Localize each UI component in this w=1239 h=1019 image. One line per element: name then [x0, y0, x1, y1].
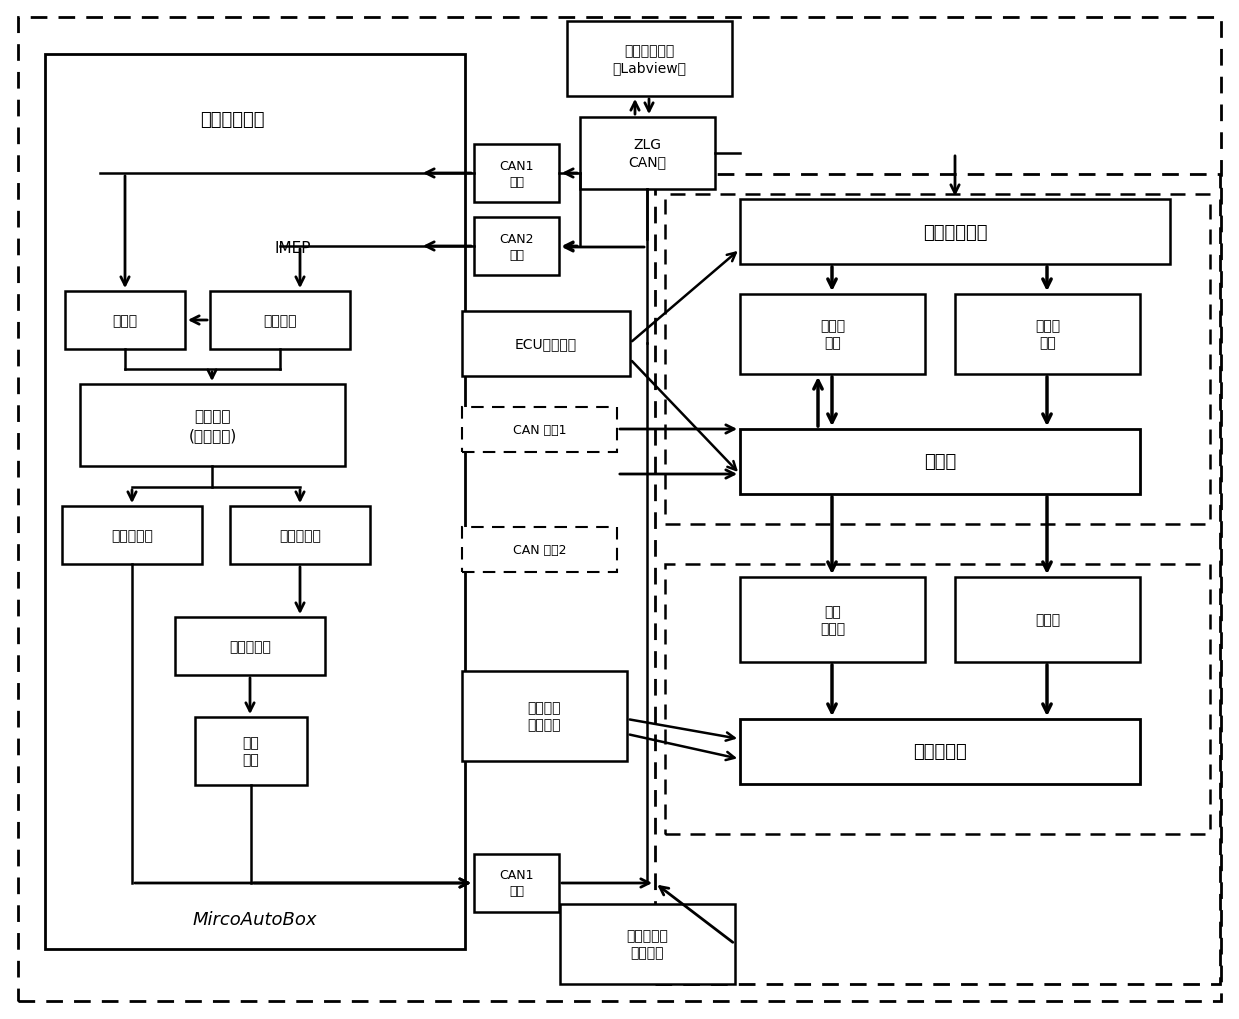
Bar: [475, 145, 559, 203]
Text: 比油耗: 比油耗: [113, 314, 138, 328]
Bar: [665, 565, 1211, 835]
Bar: [462, 312, 629, 377]
Bar: [64, 291, 185, 350]
Text: 压力
传感器: 压力 传感器: [820, 604, 845, 636]
Text: 目标空燃比: 目标空燃比: [279, 529, 321, 542]
Bar: [955, 578, 1140, 662]
Text: 点火提前角: 点火提前角: [112, 529, 152, 542]
Bar: [580, 118, 715, 190]
Bar: [955, 294, 1140, 375]
Text: CAN1
读取: CAN1 读取: [499, 159, 534, 189]
Bar: [475, 218, 559, 276]
Text: 空燃比模型: 空燃比模型: [229, 639, 271, 653]
Bar: [475, 854, 559, 912]
Bar: [230, 506, 370, 565]
Bar: [462, 528, 617, 573]
Bar: [195, 717, 307, 786]
Bar: [81, 384, 344, 467]
Bar: [567, 22, 732, 97]
Bar: [62, 506, 202, 565]
Text: MircoAutoBox: MircoAutoBox: [193, 910, 317, 928]
Text: CAN2
读取: CAN2 读取: [499, 232, 534, 261]
Bar: [45, 55, 465, 949]
Text: 角标仪: 角标仪: [1035, 612, 1061, 627]
Text: 发动机在线
标定系统: 发动机在线 标定系统: [627, 928, 668, 960]
Bar: [175, 618, 325, 676]
Text: 指示转矩: 指示转矩: [263, 314, 297, 328]
Text: 发动机: 发动机: [924, 453, 957, 471]
Text: 传感器
单元: 传感器 单元: [820, 319, 845, 351]
Text: IMEP: IMEP: [275, 240, 311, 255]
Text: ZLG
CAN卡: ZLG CAN卡: [628, 139, 667, 169]
Text: 在线标定
(优化算法): 在线标定 (优化算法): [188, 409, 237, 442]
Bar: [462, 672, 627, 761]
Text: 喷油
脉宽: 喷油 脉宽: [243, 736, 259, 767]
Bar: [560, 904, 735, 984]
Text: CAN 总线1: CAN 总线1: [513, 424, 566, 436]
Bar: [655, 175, 1220, 984]
Bar: [740, 719, 1140, 785]
Bar: [740, 430, 1140, 494]
Text: 当前喷油脉宽: 当前喷油脉宽: [199, 111, 264, 128]
Text: 控制器上位机
（Labview）: 控制器上位机 （Labview）: [612, 44, 686, 75]
Bar: [209, 291, 349, 350]
Text: CAN1
发送: CAN1 发送: [499, 868, 534, 898]
Bar: [740, 578, 926, 662]
Bar: [740, 294, 926, 375]
Text: ECU测控系统: ECU测控系统: [515, 337, 577, 352]
Text: CAN 总线2: CAN 总线2: [513, 543, 566, 556]
Text: 燃烧数据
采集系统: 燃烧数据 采集系统: [528, 701, 561, 732]
Bar: [665, 195, 1211, 525]
Text: 发动机控制器: 发动机控制器: [923, 223, 987, 242]
Text: 执行器
单元: 执行器 单元: [1035, 319, 1061, 351]
Text: 燃烧分析仪: 燃烧分析仪: [913, 743, 966, 761]
Bar: [740, 200, 1170, 265]
Bar: [462, 408, 617, 452]
